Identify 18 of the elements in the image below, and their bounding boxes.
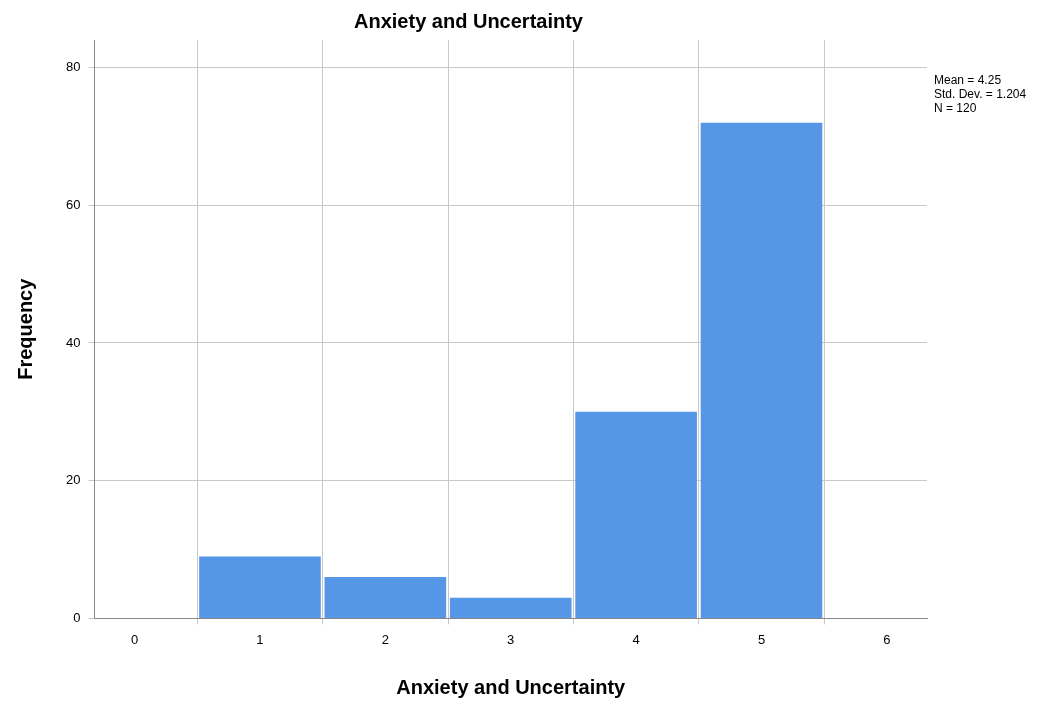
chart-title: Anxiety and Uncertainty — [354, 9, 584, 32]
y-axis-title: Frequency — [13, 277, 36, 380]
y-tick-label: 80 — [65, 59, 81, 75]
x-tick-label: 6 — [883, 631, 891, 647]
text: Std. Dev. = 1.204 — [934, 87, 1027, 101]
y-tick-label: 40 — [65, 334, 81, 350]
y-tick-label: 20 — [65, 472, 81, 488]
text: N = 120 — [934, 101, 978, 115]
x-tick-label: 0 — [130, 631, 139, 647]
x-axis-title: Anxiety and Uncertainty — [396, 675, 627, 698]
y-tick-label: 60 — [65, 196, 81, 212]
x-tick-label: 2 — [381, 631, 389, 647]
x-tick-label: 1 — [256, 631, 264, 647]
x-tick-label: 3 — [507, 631, 515, 647]
y-tick-label: 0 — [73, 609, 81, 625]
text: Mean = 4.25 — [934, 73, 1003, 87]
x-tick-label: 4 — [632, 631, 640, 647]
x-tick-label: 5 — [757, 631, 766, 647]
